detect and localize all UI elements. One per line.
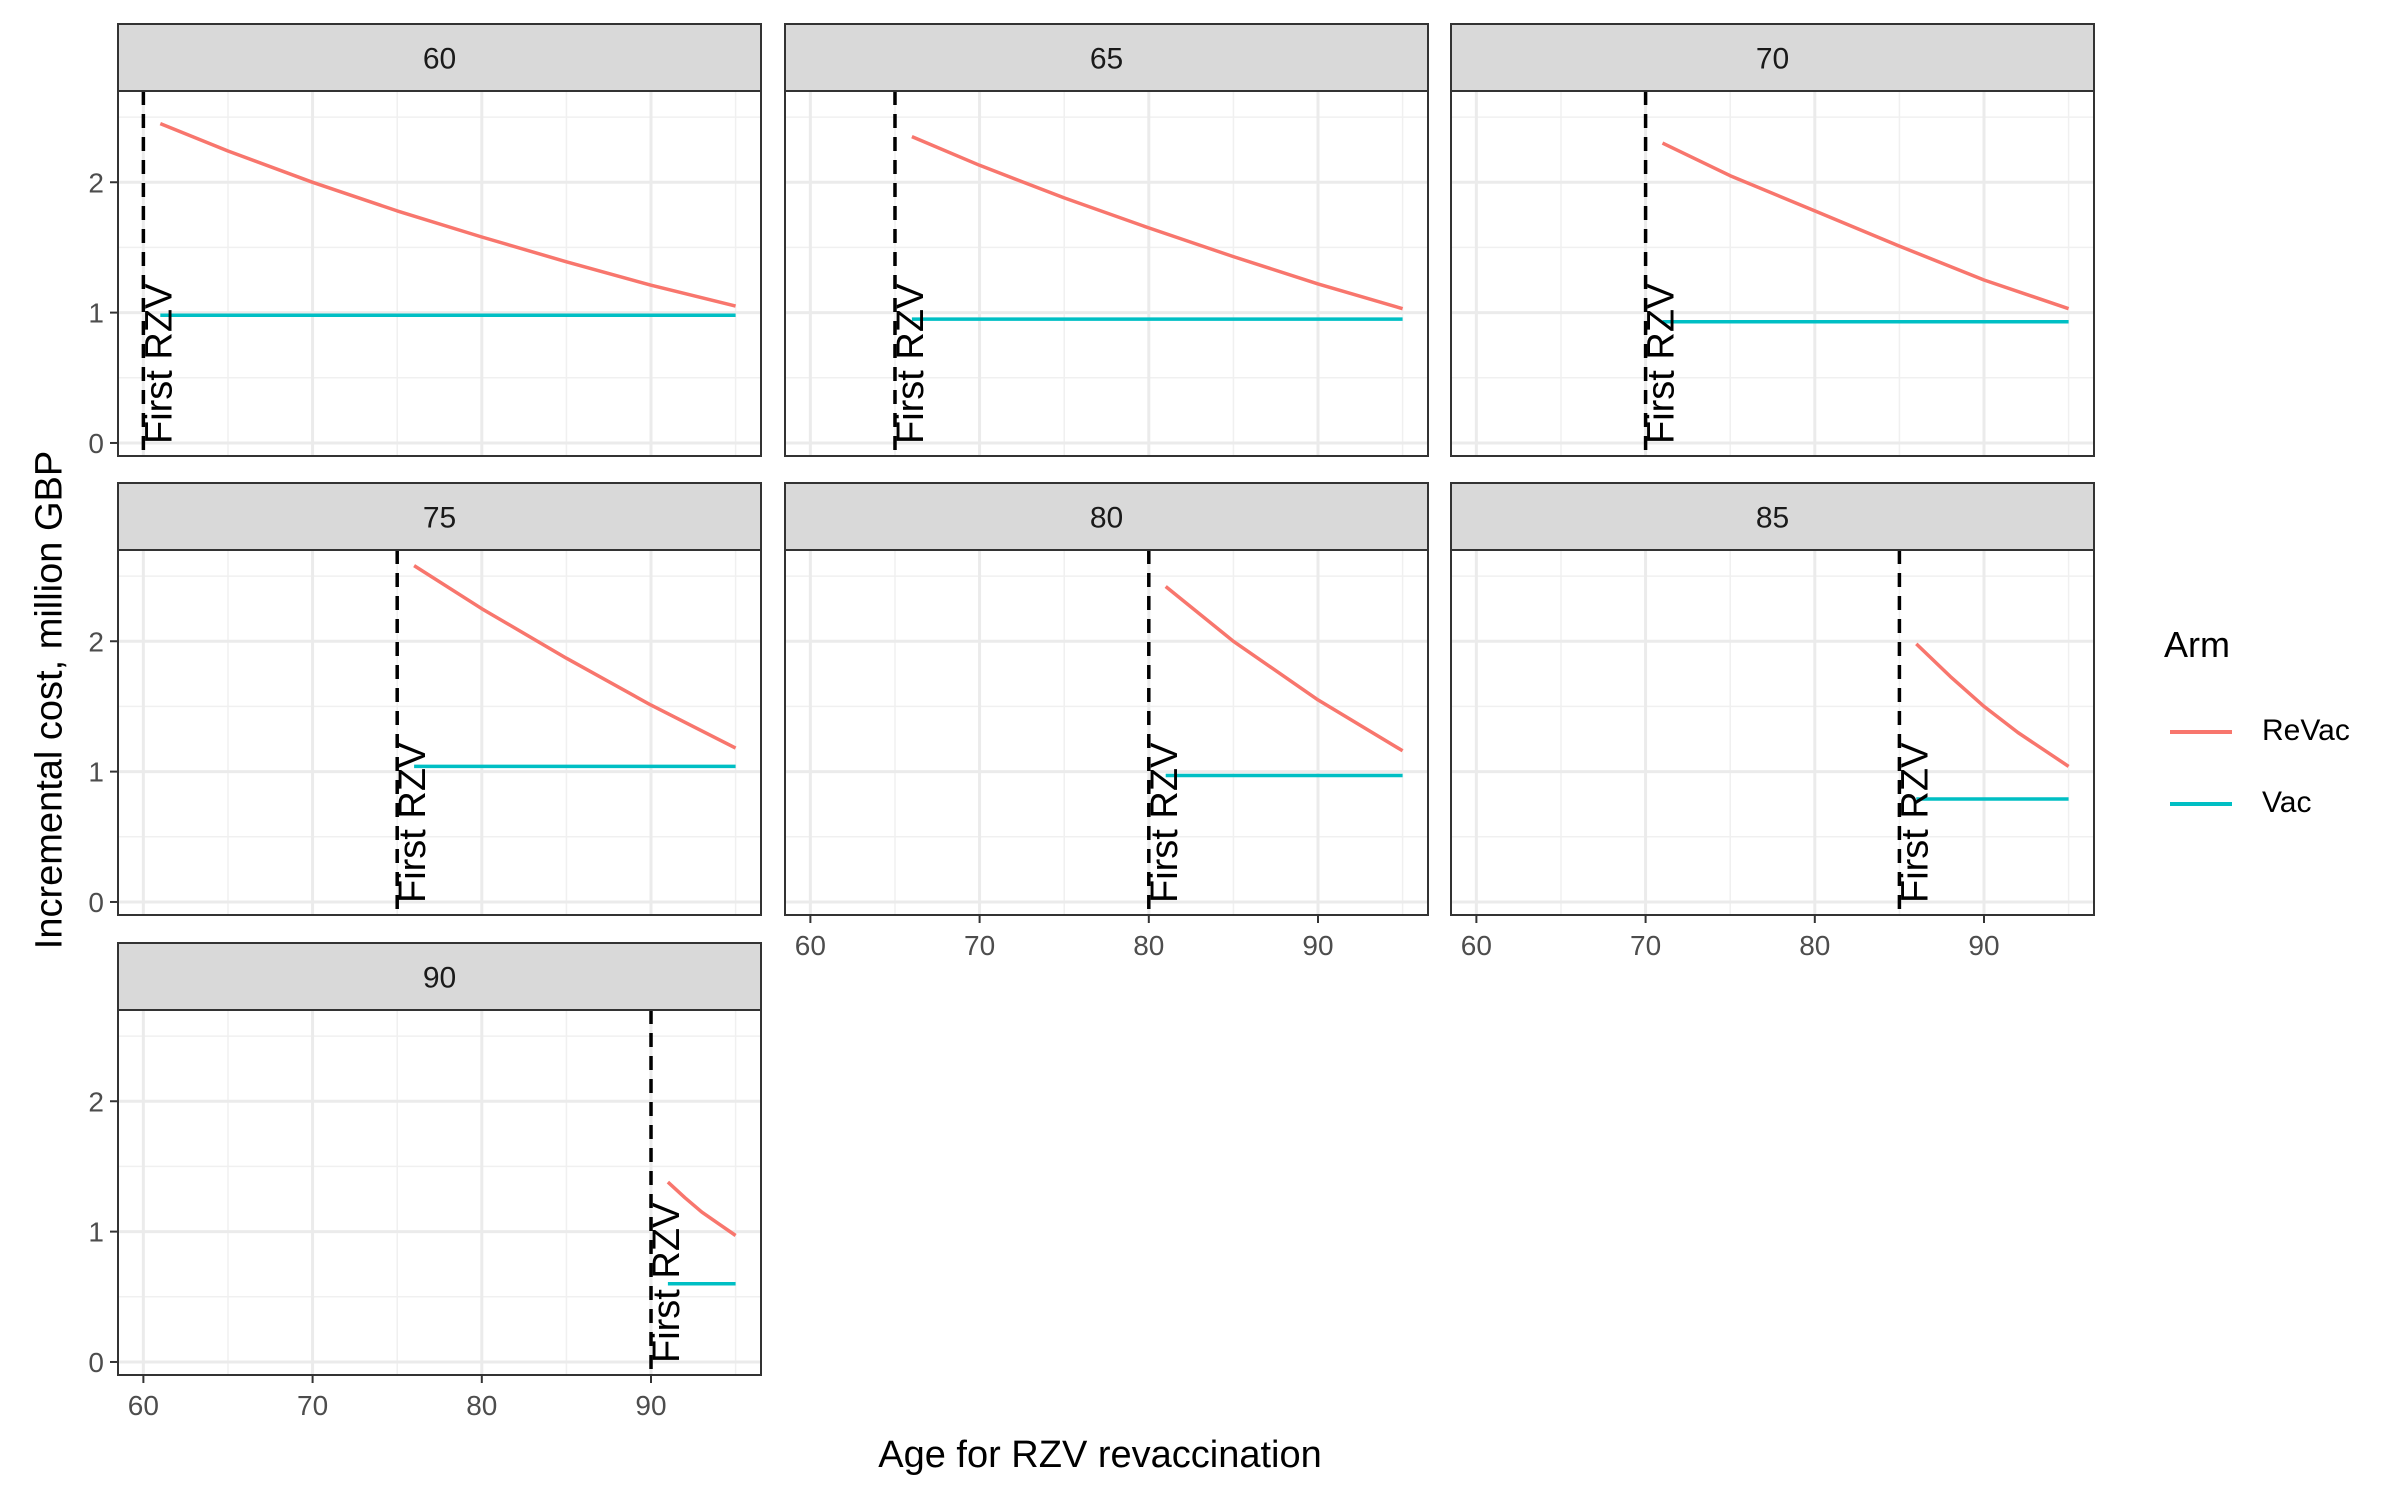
panel-65-strip-label: 65	[1090, 43, 1123, 76]
panel-85-x-tick-label: 60	[1461, 930, 1492, 961]
panel-80-strip-label: 80	[1090, 502, 1123, 535]
panel-75-background	[118, 550, 761, 915]
panel-80-x-tick-label: 70	[964, 930, 995, 961]
panel-60-background	[118, 91, 761, 456]
panel-60-strip-label: 60	[423, 43, 456, 76]
panel-70-border	[1450, 90, 2095, 457]
panel-85-series-revac	[1915, 642, 2070, 768]
panel-80-first-rzv-label: First RZV	[1144, 742, 1186, 903]
panel-85-strip-label: 85	[1756, 502, 1789, 535]
panel-80-background	[785, 550, 1428, 915]
panel-60-first-rzv-label: First RZV	[138, 283, 180, 444]
panel-90-x-tick-label: 80	[466, 1390, 497, 1421]
panel-85-strip	[1450, 482, 2095, 551]
panel-80-strip	[784, 482, 1429, 551]
panel-75-y-tick-label: 2	[88, 626, 104, 657]
panel-80-border	[784, 549, 1429, 916]
panel-90-background	[118, 1010, 761, 1375]
legend-label-vac: Vac	[2262, 786, 2312, 819]
panel-85-x-tick-label: 70	[1630, 930, 1661, 961]
legend-item-revac: ReVac	[2164, 712, 2384, 752]
panel-90-border	[117, 1009, 762, 1376]
panel-75-first-rzv-label: First RZV	[392, 742, 434, 903]
panel-70-strip	[1450, 23, 2095, 92]
panel-90-x-tick-label: 90	[635, 1390, 666, 1421]
panel-65-background	[785, 91, 1428, 456]
panel-75-border	[117, 549, 762, 916]
panel-85-first-rzv-label: First RZV	[1894, 742, 1936, 903]
panel-65-first-rzv-label: First RZV	[890, 283, 932, 444]
panel-75-strip	[117, 482, 762, 551]
panel-75-strip-label: 75	[423, 502, 456, 535]
legend-label-revac: ReVac	[2262, 714, 2350, 747]
panel-90-x-tick-label: 70	[297, 1390, 328, 1421]
panel-90-strip	[117, 942, 762, 1011]
panel-90-series-revac	[666, 1180, 737, 1237]
panel-70-strip-label: 70	[1756, 43, 1789, 76]
panel-70-first-rzv-label: First RZV	[1641, 283, 1683, 444]
y-axis-title: Incremental cost, million GBP	[28, 450, 71, 950]
panel-70-series-revac	[1661, 141, 2070, 311]
panel-75-series-revac	[413, 564, 737, 750]
panel-80-series-revac	[1164, 585, 1404, 753]
panel-85-background	[1451, 550, 2094, 915]
panel-65-series-revac	[911, 134, 1404, 311]
panel-85-x-tick-label: 90	[1968, 930, 1999, 961]
panel-90-strip-label: 90	[423, 962, 456, 995]
panel-60-series-revac	[159, 121, 737, 308]
x-axis-title: Age for RZV revaccination	[878, 1434, 1322, 1476]
panel-65-strip	[784, 23, 1429, 92]
panel-90-x-tick-label: 60	[128, 1390, 159, 1421]
panel-80-x-tick-label: 60	[795, 930, 826, 961]
panel-70-background	[1451, 91, 2094, 456]
panel-85-border	[1450, 549, 2095, 916]
panel-75-y-tick-label: 1	[88, 757, 104, 788]
panel-90-y-tick-label: 0	[88, 1347, 104, 1378]
legend-key-revac	[2170, 730, 2232, 734]
panel-85-x-tick-label: 80	[1799, 930, 1830, 961]
panel-60-border	[117, 90, 762, 457]
panel-75-y-tick-label: 0	[88, 887, 104, 918]
panel-60-y-tick-label: 1	[88, 298, 104, 329]
panel-60-strip	[117, 23, 762, 92]
panel-90-y-tick-label: 2	[88, 1086, 104, 1117]
panel-90-y-tick-label: 1	[88, 1217, 104, 1248]
panel-80-x-tick-label: 90	[1302, 930, 1333, 961]
panel-90-first-rzv-label: First RZV	[646, 1202, 688, 1363]
legend-key-vac	[2170, 802, 2232, 806]
legend-item-vac: Vac	[2164, 784, 2384, 824]
panel-80-x-tick-label: 80	[1133, 930, 1164, 961]
panel-60-y-tick-label: 2	[88, 167, 104, 198]
legend-title: Arm	[2164, 624, 2230, 665]
panel-65-border	[784, 90, 1429, 457]
panel-60-y-tick-label: 0	[88, 428, 104, 459]
